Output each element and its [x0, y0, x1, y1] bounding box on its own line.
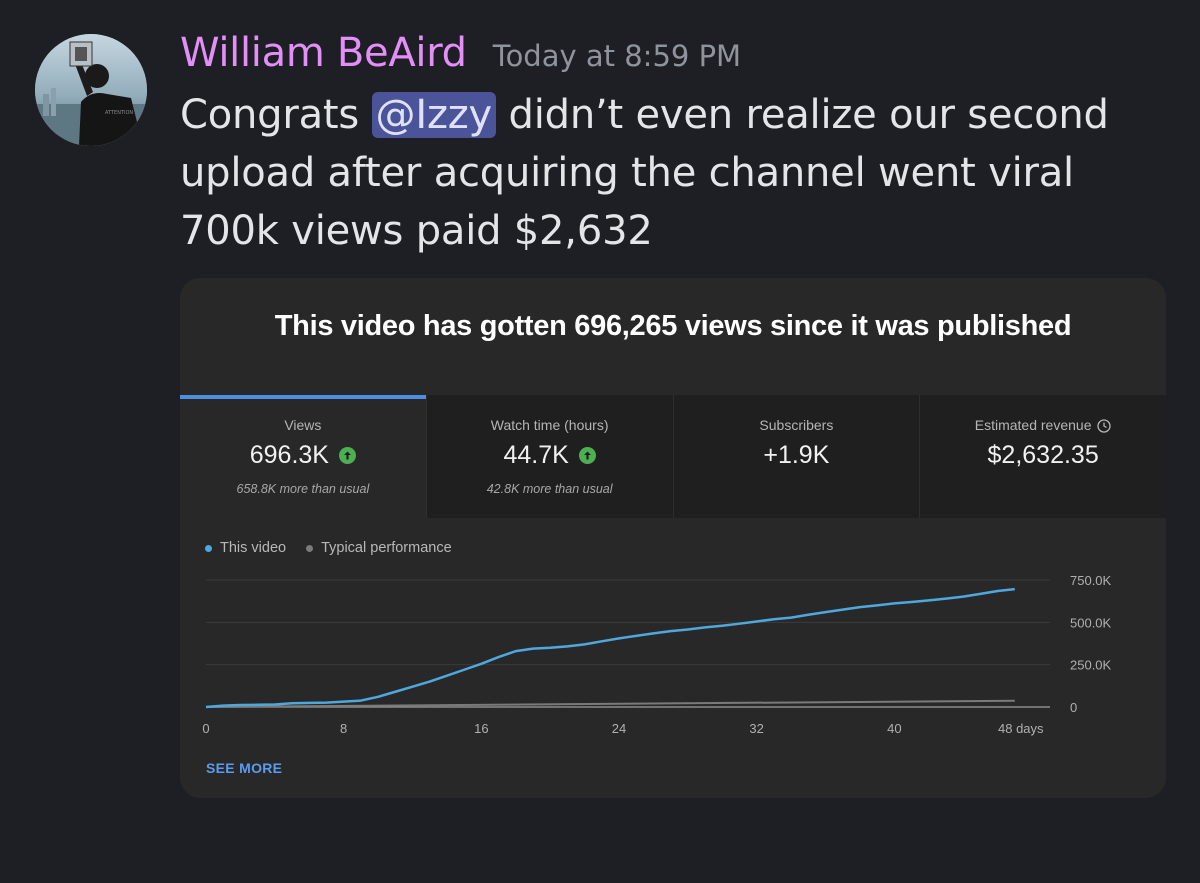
metric-tab-watch-time[interactable]: Watch time (hours) 44.7K 42.8K more than… — [425, 395, 673, 518]
author-name[interactable]: William BeAird — [180, 30, 467, 76]
series-line-this-video — [205, 587, 1015, 709]
metric-label: Estimated revenue — [920, 417, 1166, 433]
views-line-chart: 0 250.0K 500.0K 750.0K 0 8 16 24 32 40 48 days — [202, 573, 1112, 736]
x-tick-label: 32 — [749, 721, 763, 736]
y-tick-label: 750.0K — [1070, 573, 1112, 588]
x-tick-label: 40 — [887, 721, 901, 736]
card-title: This video has gotten 696,265 views sinc… — [274, 310, 1072, 342]
message-timestamp[interactable]: Today at 8:59 PM — [492, 39, 742, 73]
see-more-link[interactable]: SEE MORE — [206, 760, 283, 776]
metric-comparison: 42.8K more than usual — [486, 482, 613, 496]
metrics-row: Views 696.3K 658.8K more than usual Watc… — [180, 395, 1166, 518]
avatar[interactable]: ATTENTION — [35, 34, 147, 146]
x-tick-label: 0 — [202, 721, 209, 736]
metric-tab-views[interactable]: Views 696.3K 658.8K more than usual — [180, 395, 426, 518]
metric-label-text: Estimated revenue — [974, 417, 1092, 433]
y-tick-label: 500.0K — [1070, 615, 1112, 630]
metric-value: +1.9K — [763, 441, 830, 469]
y-tick-label: 250.0K — [1070, 658, 1112, 673]
metric-label: Watch time (hours) — [490, 417, 609, 433]
user-mention[interactable]: @Izzy — [371, 92, 497, 138]
chart-legend: This video Typical performance — [205, 540, 452, 556]
legend-item-this-video[interactable]: This video — [205, 540, 286, 556]
arrow-up-circle-icon — [339, 447, 356, 464]
metric-value: $2,632.35 — [987, 441, 1099, 470]
legend-item-typical[interactable]: Typical performance — [306, 540, 452, 556]
metric-tab-subscribers[interactable]: Subscribers +1.9K — [672, 395, 920, 518]
message-text: Congrats @Izzy didn’t even realize our s… — [180, 86, 1170, 260]
y-tick-label: 0 — [1070, 700, 1077, 715]
legend-dot — [205, 544, 212, 552]
metric-value: 696.3K — [249, 441, 329, 469]
metric-tab-revenue[interactable]: Estimated revenue $2,632.35 — [919, 395, 1166, 518]
message-text-start: Congrats — [180, 92, 372, 138]
metric-label: Views — [284, 417, 322, 433]
metric-comparison: 658.8K more than usual — [236, 482, 370, 496]
arrow-up-circle-icon — [578, 447, 596, 464]
x-tick-label: 8 — [340, 721, 347, 736]
svg-text:ATTENTION: ATTENTION — [105, 110, 133, 116]
message-header: William BeAird Today at 8:59 PM — [180, 30, 741, 76]
x-tick-label: 48 days — [998, 721, 1044, 736]
analytics-card[interactable]: This video has gotten 696,265 views sinc… — [180, 278, 1166, 798]
legend-label: Typical performance — [321, 540, 452, 556]
legend-dot — [306, 544, 314, 552]
clock-icon[interactable] — [1097, 419, 1112, 433]
metric-value: 44.7K — [503, 441, 569, 469]
x-tick-label: 16 — [474, 721, 488, 736]
message-text-end: didn’t even realize our second upload af… — [180, 92, 1109, 254]
legend-label: This video — [220, 540, 287, 556]
x-tick-label: 24 — [612, 721, 626, 736]
metric-label: Subscribers — [759, 417, 834, 433]
series-line-typical-performance — [205, 699, 1015, 708]
